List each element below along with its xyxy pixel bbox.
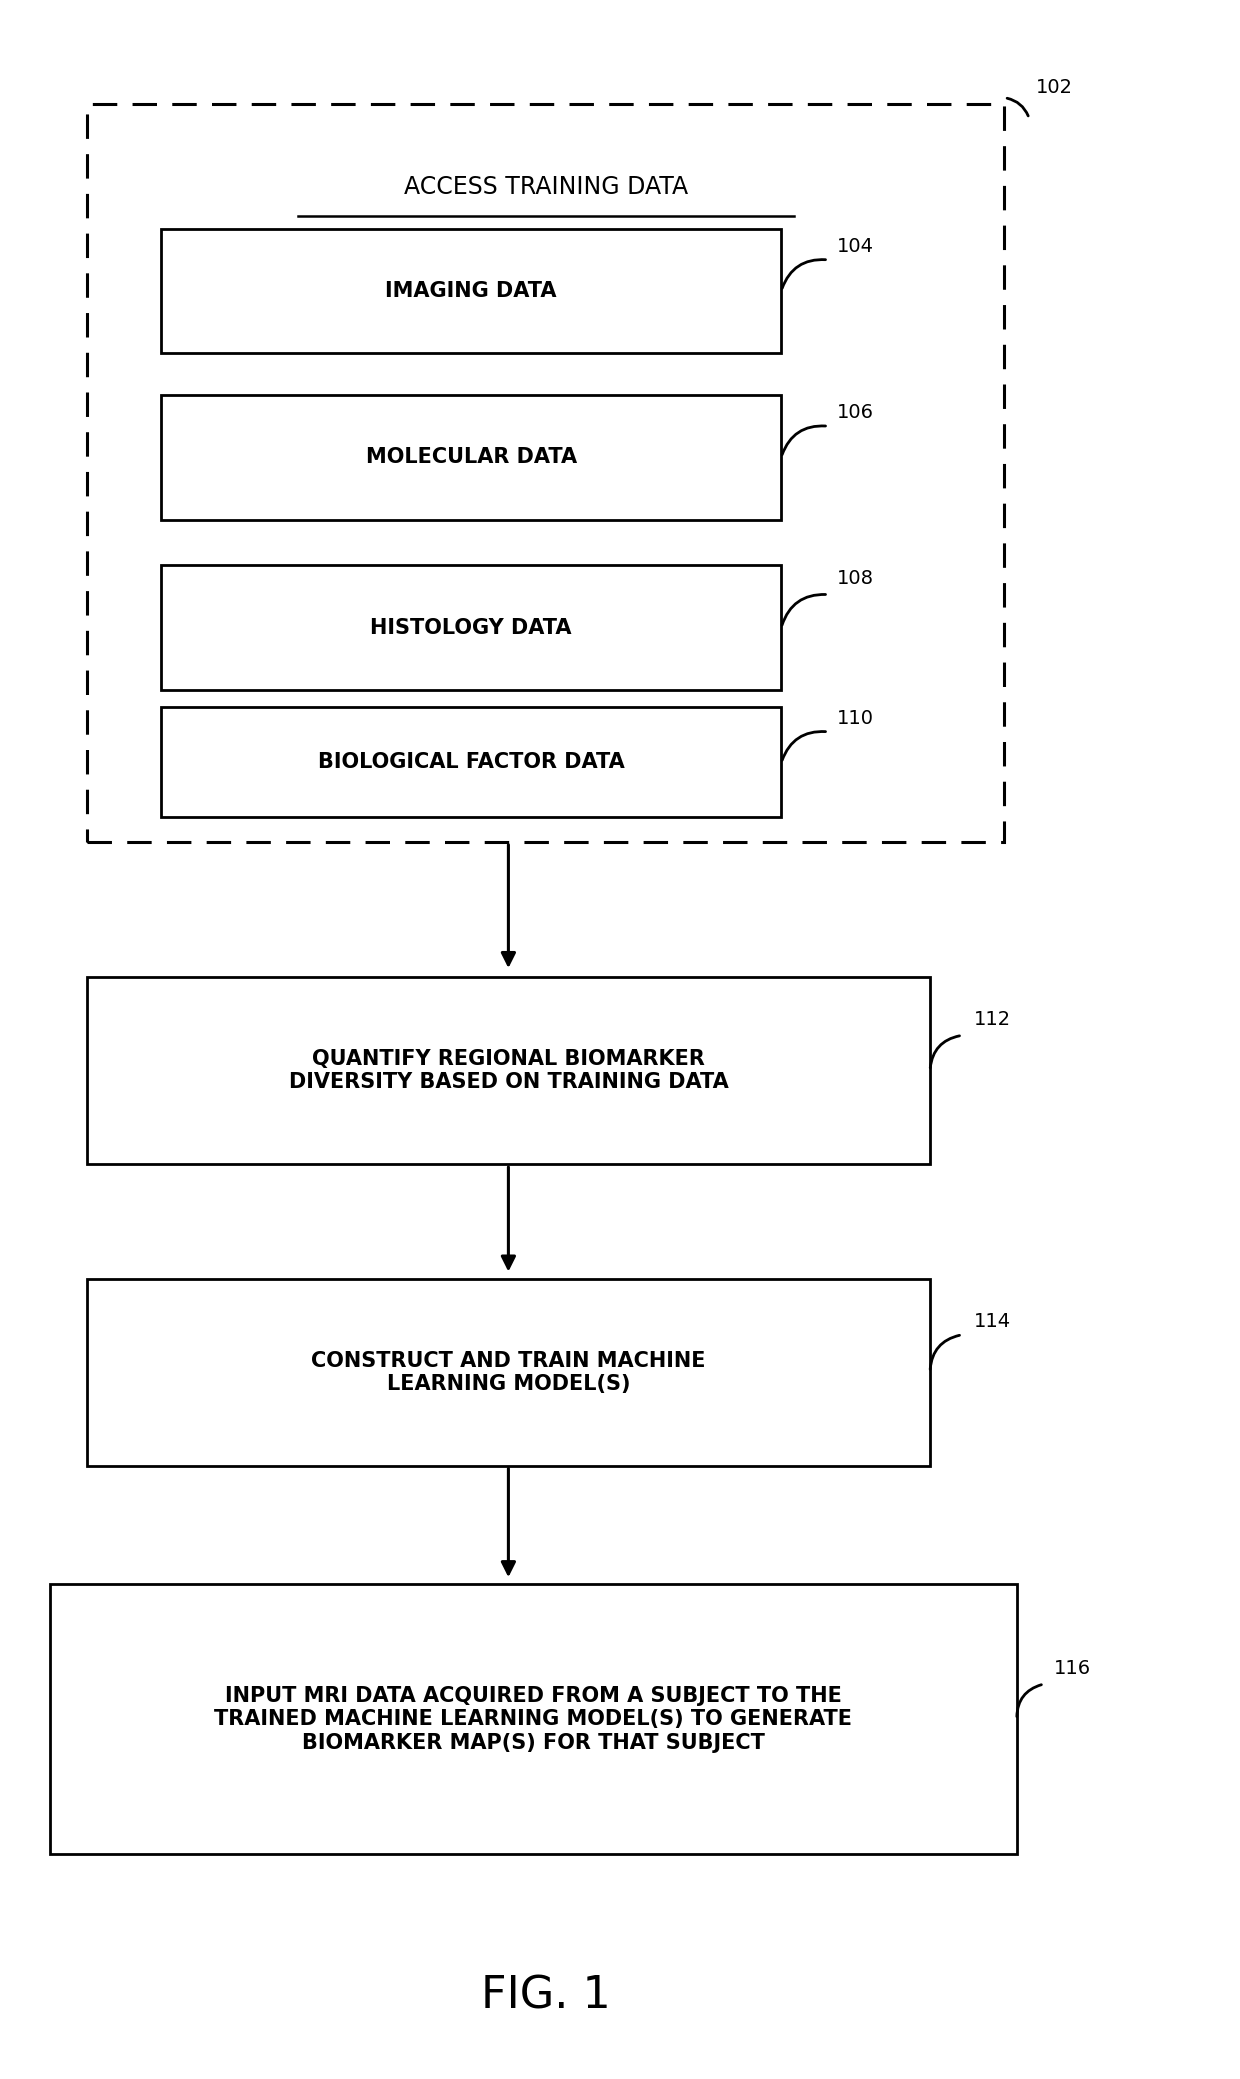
Bar (87, 1279, 930, 1466)
Bar (161, 395, 781, 520)
Text: 104: 104 (837, 237, 874, 256)
Text: INPUT MRI DATA ACQUIRED FROM A SUBJECT TO THE
TRAINED MACHINE LEARNING MODEL(S) : INPUT MRI DATA ACQUIRED FROM A SUBJECT T… (215, 1686, 852, 1753)
Text: BIOLOGICAL FACTOR DATA: BIOLOGICAL FACTOR DATA (317, 753, 625, 771)
Text: HISTOLOGY DATA: HISTOLOGY DATA (371, 617, 572, 638)
Text: 110: 110 (837, 709, 874, 728)
Bar (161, 565, 781, 690)
Bar (161, 229, 781, 353)
Text: ACCESS TRAINING DATA: ACCESS TRAINING DATA (403, 175, 688, 200)
Text: CONSTRUCT AND TRAIN MACHINE
LEARNING MODEL(S): CONSTRUCT AND TRAIN MACHINE LEARNING MOD… (311, 1351, 706, 1393)
Text: 112: 112 (973, 1010, 1011, 1029)
Text: 114: 114 (973, 1312, 1011, 1331)
Bar (87, 977, 930, 1164)
Bar (50, 1584, 1017, 1854)
Bar (161, 707, 781, 817)
Text: 102: 102 (1035, 77, 1073, 98)
Text: 106: 106 (837, 403, 874, 422)
Text: QUANTIFY REGIONAL BIOMARKER
DIVERSITY BASED ON TRAINING DATA: QUANTIFY REGIONAL BIOMARKER DIVERSITY BA… (289, 1050, 728, 1091)
Text: 108: 108 (837, 570, 874, 588)
Text: 116: 116 (1054, 1659, 1091, 1678)
Text: IMAGING DATA: IMAGING DATA (386, 281, 557, 301)
Text: FIG. 1: FIG. 1 (481, 1975, 610, 2017)
Text: MOLECULAR DATA: MOLECULAR DATA (366, 447, 577, 468)
Bar (87, 104, 1004, 842)
